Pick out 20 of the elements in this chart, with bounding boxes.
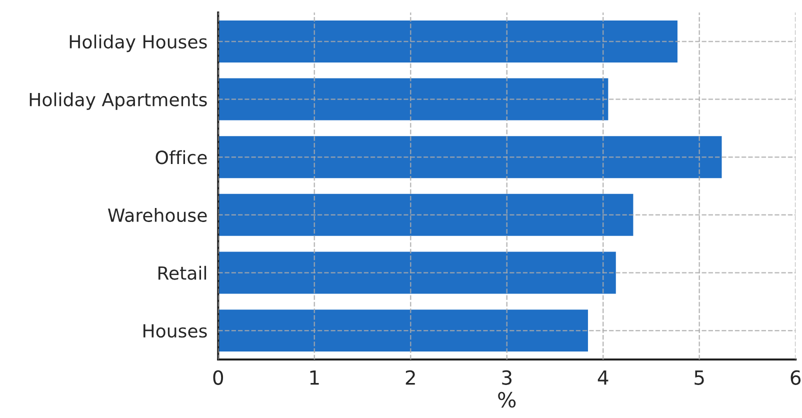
x-tick-label: 2: [406, 370, 415, 385]
bar: [218, 250, 618, 296]
y-tick-label: Houses: [144, 324, 207, 338]
y-tick-label: Office: [156, 150, 207, 164]
bar: [218, 76, 610, 122]
x-tick-label: 5: [694, 370, 704, 385]
x-tick-label: 3: [502, 370, 512, 385]
x-tick-label: 4: [598, 370, 608, 385]
bar: [218, 19, 679, 64]
x-tick-label: 0: [213, 370, 224, 385]
y-tick-label: Holiday Houses: [70, 34, 207, 52]
y-tick-label: Warehouse: [108, 208, 207, 222]
x-tick-label: 6: [790, 370, 801, 385]
bar: [218, 134, 724, 180]
y-tick-label: Retail: [158, 266, 206, 280]
x-tick-label: 1: [310, 370, 319, 385]
bar: [218, 192, 635, 238]
bar: [218, 308, 590, 353]
x-axis-title: %: [498, 392, 516, 408]
y-tick-label: Holiday Apartments: [30, 92, 207, 110]
